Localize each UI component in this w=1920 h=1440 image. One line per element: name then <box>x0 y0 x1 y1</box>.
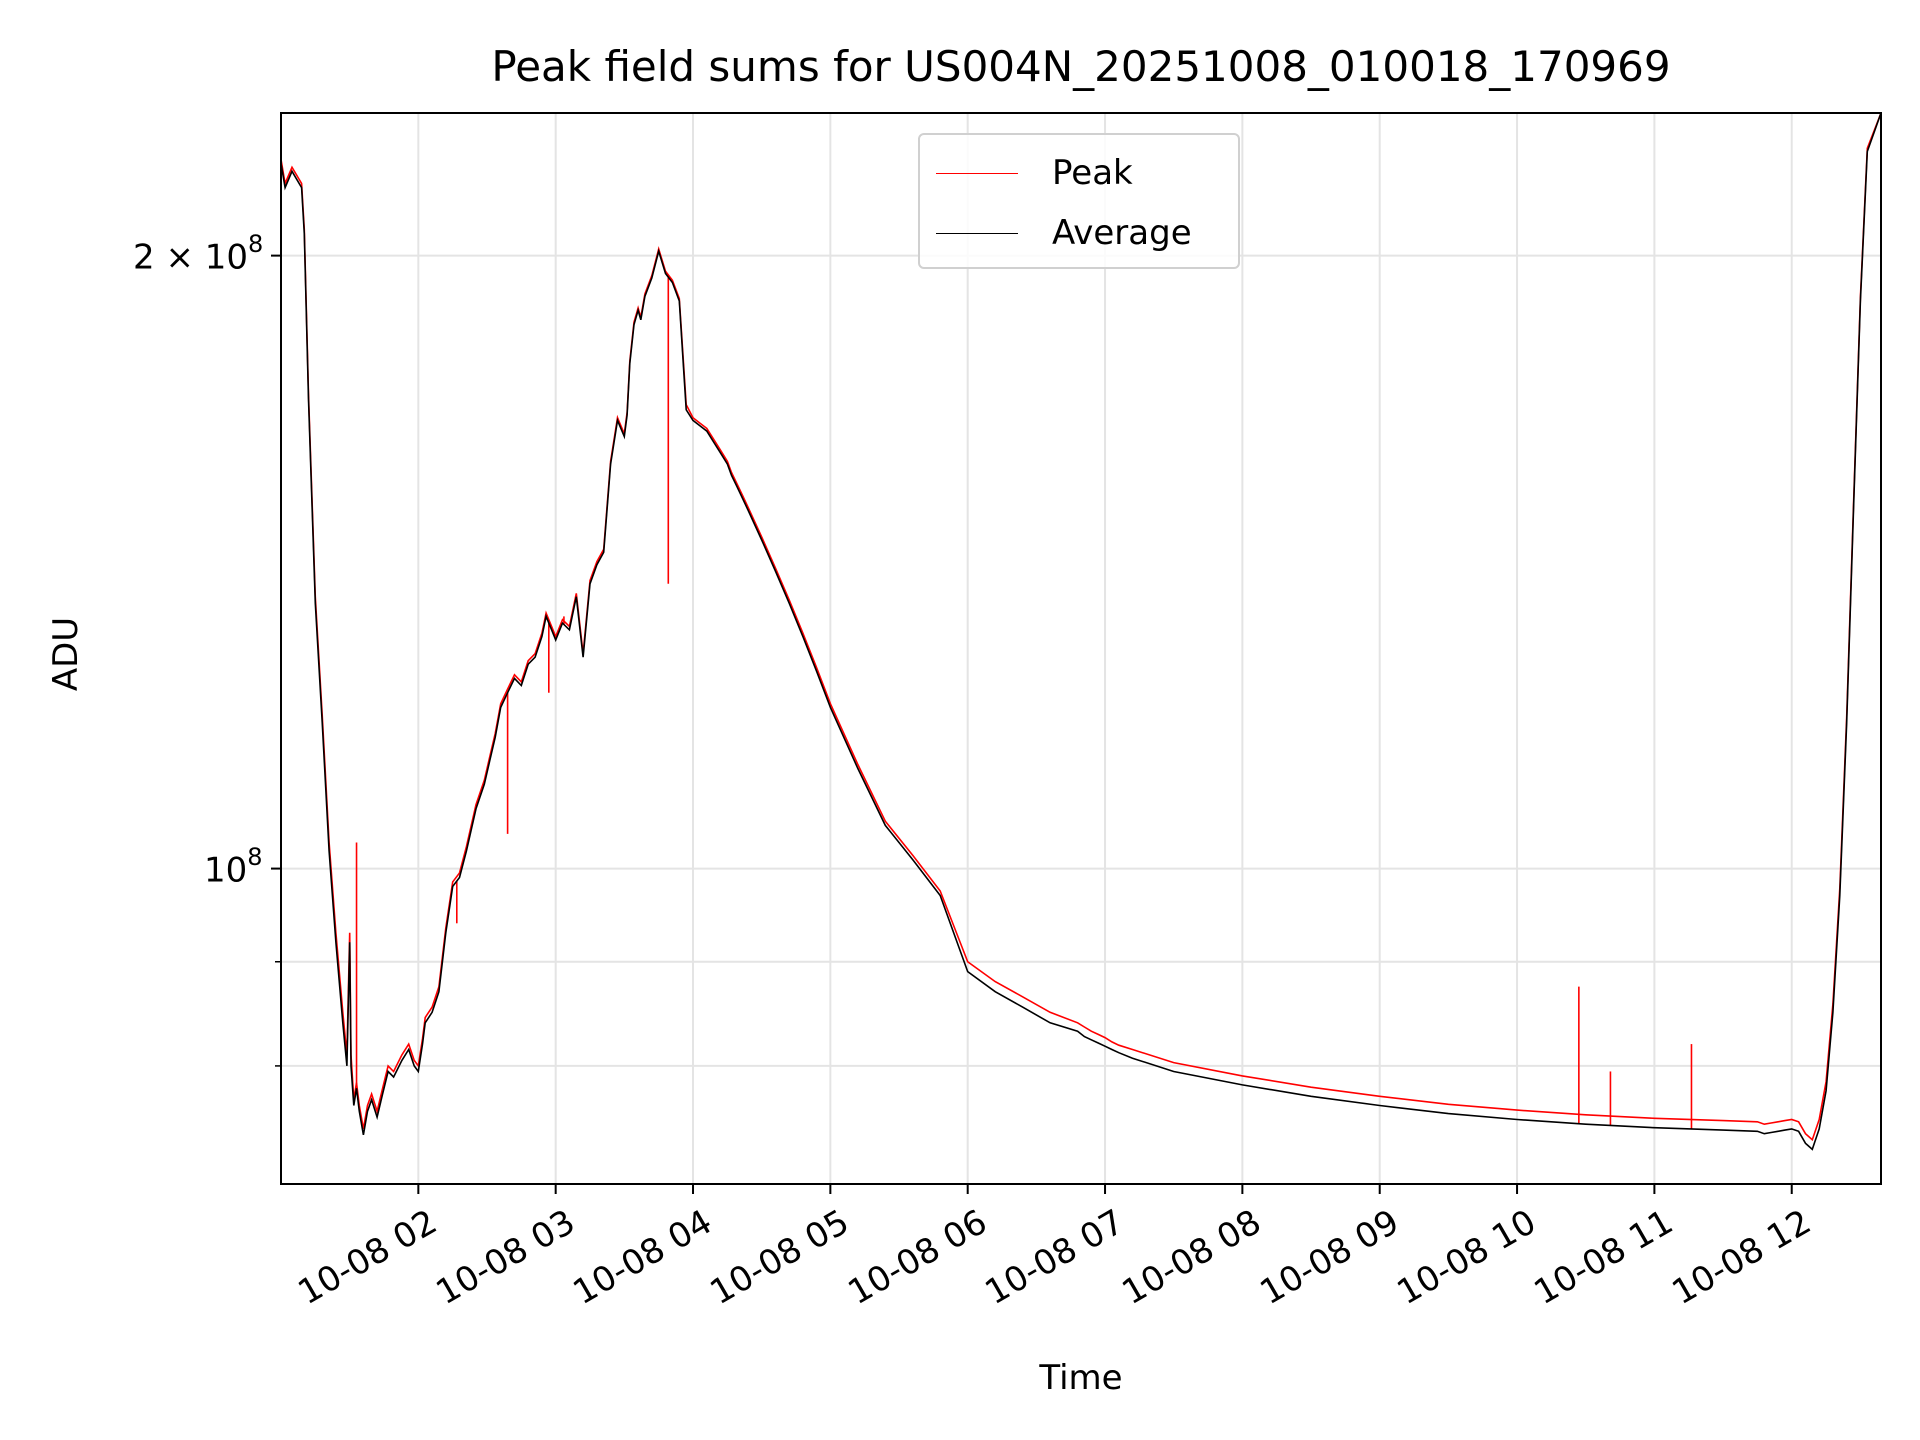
y-tick-label: 2 × 108 <box>133 230 264 278</box>
y-axis-label: ADU <box>46 616 86 692</box>
legend-swatch-peak <box>936 172 1018 174</box>
legend-swatch-average <box>936 232 1018 234</box>
legend-item-peak: Peak <box>936 153 1133 193</box>
tick-layer <box>271 254 1793 1194</box>
grid-layer <box>281 113 1881 1184</box>
chart-title: Peak field sums for US004N_20251008_0100… <box>491 42 1671 91</box>
legend-item-average: Average <box>936 213 1192 253</box>
legend: Peak Average <box>918 133 1240 269</box>
y-tick-label: 108 <box>204 843 263 891</box>
series-line-average <box>281 113 1881 1151</box>
series-line-peak <box>281 113 1881 1142</box>
plot-frame <box>280 112 1882 1185</box>
series-layer <box>281 113 1881 1151</box>
x-axis-label: Time <box>1039 1358 1123 1398</box>
legend-label-average: Average <box>1052 213 1192 253</box>
legend-label-peak: Peak <box>1052 153 1133 193</box>
